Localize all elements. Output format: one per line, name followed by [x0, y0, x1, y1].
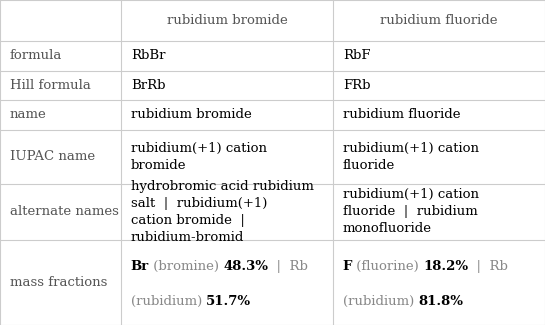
Text: Br: Br [131, 260, 149, 273]
Text: rubidium bromide: rubidium bromide [131, 109, 252, 122]
Text: IUPAC name: IUPAC name [10, 150, 95, 163]
Text: BrRb: BrRb [131, 79, 165, 92]
Text: (bromine): (bromine) [149, 260, 223, 273]
Text: name: name [10, 109, 46, 122]
Text: alternate names: alternate names [10, 205, 119, 218]
Text: FRb: FRb [343, 79, 370, 92]
Text: rubidium fluoride: rubidium fluoride [343, 109, 461, 122]
Text: rubidium bromide: rubidium bromide [167, 14, 287, 27]
Text: |  Rb: | Rb [468, 260, 508, 273]
Text: RbBr: RbBr [131, 49, 165, 62]
Text: (fluorine): (fluorine) [352, 260, 423, 273]
Text: Hill formula: Hill formula [10, 79, 90, 92]
Text: 18.2%: 18.2% [423, 260, 468, 273]
Text: hydrobromic acid rubidium
salt  |  rubidium(+1)
cation bromide  |
rubidium-bromi: hydrobromic acid rubidium salt | rubidiu… [131, 180, 314, 243]
Text: rubidium(+1) cation
fluoride  |  rubidium
monofluoride: rubidium(+1) cation fluoride | rubidium … [343, 188, 479, 235]
Text: (rubidium): (rubidium) [343, 295, 419, 308]
Text: F: F [343, 260, 352, 273]
Text: |  Rb: | Rb [268, 260, 308, 273]
Text: RbF: RbF [343, 49, 370, 62]
Text: 81.8%: 81.8% [419, 295, 463, 308]
Text: 48.3%: 48.3% [223, 260, 268, 273]
Text: mass fractions: mass fractions [10, 276, 107, 289]
Text: rubidium fluoride: rubidium fluoride [380, 14, 498, 27]
Text: 51.7%: 51.7% [207, 295, 251, 308]
Text: rubidium(+1) cation
bromide: rubidium(+1) cation bromide [131, 142, 267, 172]
Text: formula: formula [10, 49, 62, 62]
Text: (rubidium): (rubidium) [131, 295, 207, 308]
Text: rubidium(+1) cation
fluoride: rubidium(+1) cation fluoride [343, 142, 479, 172]
